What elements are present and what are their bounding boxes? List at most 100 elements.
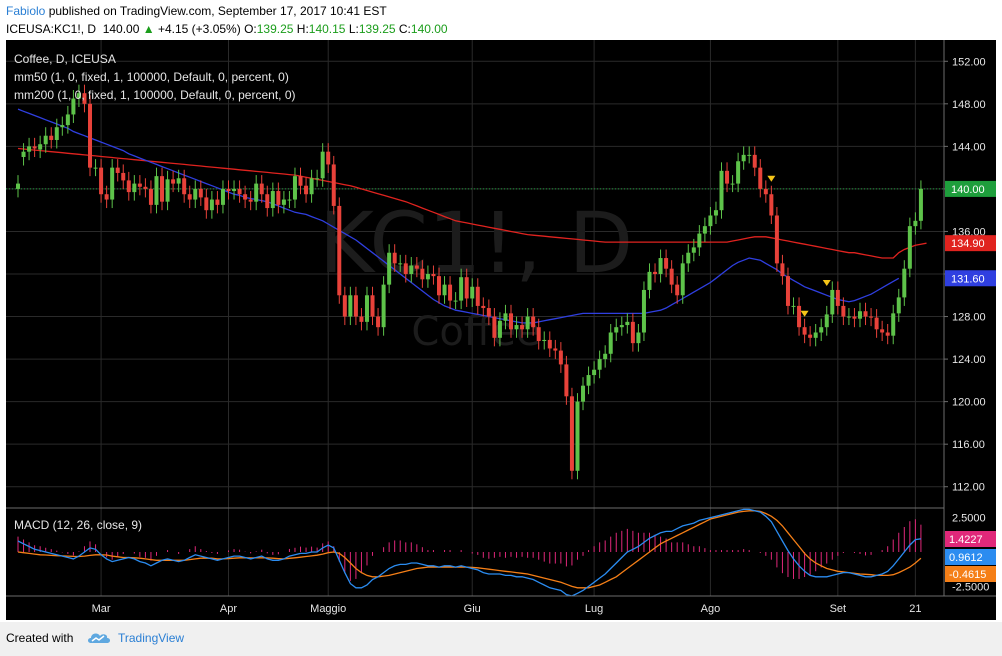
author-link[interactable]: Fabiolo	[6, 4, 46, 18]
candle	[774, 215, 779, 264]
candle	[514, 325, 519, 330]
candle	[835, 289, 840, 306]
ohlc-line: ICEUSA:KC1!, D 140.00 ▲ +4.15 (+3.05%) O…	[6, 22, 448, 36]
candle	[918, 188, 923, 221]
candle	[619, 325, 624, 328]
candle	[436, 276, 441, 296]
price-change: +4.15 (+3.05%)	[157, 22, 241, 36]
candle	[315, 178, 320, 180]
time-tick-label: Maggio	[310, 603, 346, 615]
candle	[187, 194, 192, 200]
macd-tick-label: -2.5000	[952, 581, 989, 593]
price-chart[interactable]: KC1!, D Coffee 152.00 148.00 144.00 140.00 1…	[6, 40, 996, 620]
tradingview-cloud-icon[interactable]	[86, 629, 112, 645]
price-label-text: 131.60	[951, 273, 985, 285]
close-label: C:	[398, 22, 411, 36]
candle	[592, 369, 597, 376]
candle	[331, 164, 336, 206]
candle	[874, 317, 879, 330]
close-value: 140.00	[410, 22, 448, 36]
candle	[276, 191, 281, 205]
signal-marker-icon	[767, 175, 776, 182]
time-tick-label: Giu	[464, 603, 481, 615]
candle	[309, 178, 314, 195]
candle	[630, 321, 635, 344]
candle	[259, 183, 264, 195]
candle	[558, 350, 563, 365]
price-label-box	[945, 270, 996, 287]
candle	[359, 316, 364, 322]
legend-ma50: mm50 (1, 0, fixed, 1, 100000, Default, 0…	[14, 70, 289, 84]
macd-pane	[17, 508, 922, 597]
candle	[497, 320, 502, 338]
tradingview-link[interactable]: TradingView	[118, 631, 185, 645]
candle	[171, 179, 176, 184]
candle	[581, 385, 586, 402]
candle	[697, 233, 702, 248]
candle	[475, 286, 480, 306]
time-tick-label: Lug	[585, 603, 603, 615]
candle	[564, 364, 569, 397]
candle	[49, 135, 54, 140]
price-tick-label: 124.00	[952, 354, 986, 366]
price-tick-label: 148.00	[952, 99, 986, 111]
candle	[542, 339, 547, 342]
signal-marker-icon	[800, 310, 809, 317]
candle	[60, 125, 65, 128]
candle	[215, 199, 220, 205]
candle	[636, 332, 641, 344]
candle	[243, 194, 248, 200]
price-tick-label: 112.00	[952, 482, 985, 494]
candle	[254, 183, 259, 202]
candle	[353, 295, 358, 317]
candle	[154, 176, 159, 205]
created-with-label: Created with	[6, 631, 74, 645]
macd-line	[17, 508, 921, 597]
candle	[459, 277, 464, 301]
candle	[780, 263, 785, 277]
candle	[525, 316, 530, 330]
candle	[448, 284, 453, 301]
candle	[265, 194, 270, 209]
candle	[625, 321, 630, 326]
candle	[464, 277, 469, 299]
candle	[658, 258, 663, 274]
candle	[536, 327, 541, 342]
candle	[65, 114, 70, 126]
price-tick-label: 152.00	[952, 56, 986, 68]
candle	[43, 135, 48, 145]
candle	[802, 327, 807, 335]
time-tick-label: 21	[909, 603, 921, 615]
candle	[376, 316, 381, 328]
candle	[93, 167, 98, 169]
candle	[71, 98, 76, 115]
time-tick-label: Apr	[220, 603, 237, 615]
macd-label-box	[945, 566, 996, 582]
candle	[165, 179, 170, 202]
candle	[470, 286, 475, 299]
candle	[82, 93, 87, 104]
candle	[237, 188, 242, 195]
chart-header: Fabiolo published on TradingView.com, Se…	[0, 0, 1002, 40]
macd-label-text: 0.9612	[949, 552, 983, 564]
candle	[797, 305, 802, 328]
candle	[16, 183, 20, 189]
candle	[830, 289, 835, 315]
candle	[204, 197, 209, 211]
price-label-box	[945, 235, 996, 252]
low-value: 139.25	[358, 22, 396, 36]
candle	[730, 183, 735, 185]
candle	[304, 185, 309, 195]
candle	[902, 268, 907, 298]
candle	[769, 194, 774, 216]
candle	[553, 348, 558, 351]
chart-area[interactable]: KC1!, D Coffee 152.00 148.00 144.00 140.00 1…	[6, 40, 996, 620]
signal-marker-icon	[822, 279, 831, 286]
candle	[88, 103, 93, 168]
up-arrow-icon: ▲	[142, 22, 155, 36]
candle	[420, 268, 425, 280]
candle	[287, 199, 292, 201]
price-tick-label: 116.00	[952, 439, 985, 451]
candle	[99, 167, 104, 195]
candle	[248, 199, 253, 202]
